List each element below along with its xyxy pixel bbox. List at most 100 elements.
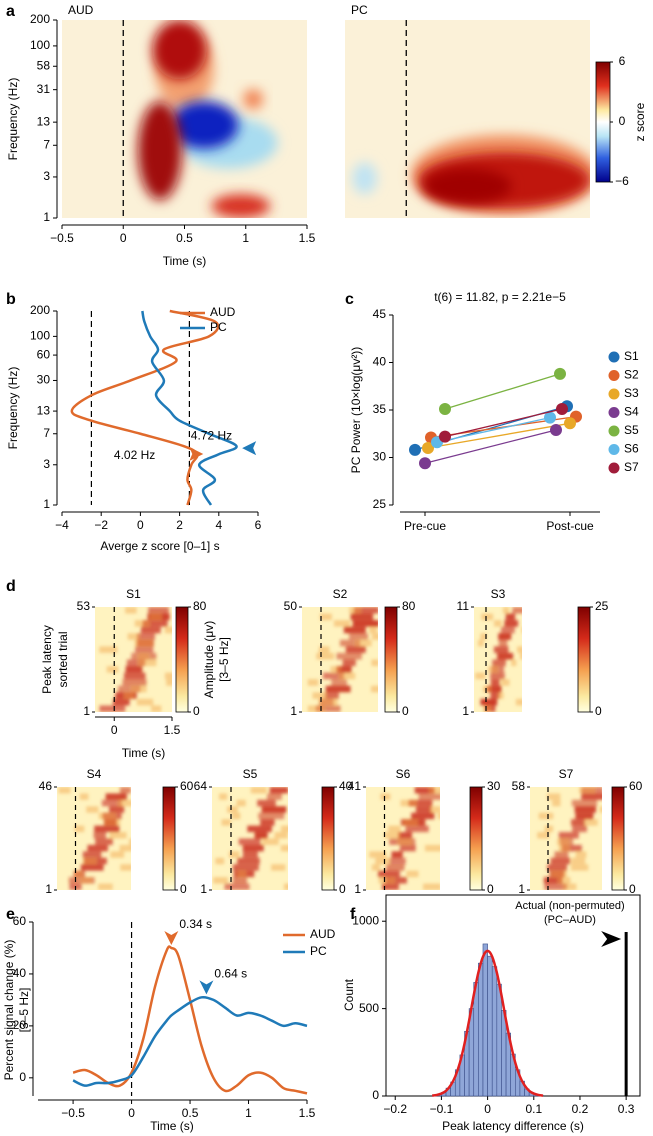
raster-row: [400, 799, 418, 807]
raster-row: [238, 838, 261, 845]
raster-row: [415, 806, 432, 813]
raster-row: [213, 877, 228, 884]
panel-title: S7: [559, 767, 574, 781]
x-tick-label: −4: [55, 518, 69, 532]
colorbar-tick-label: 0: [487, 882, 494, 896]
y-tick-label: 20: [13, 1018, 27, 1032]
raster-row: [478, 639, 484, 647]
raster-row: [475, 672, 486, 680]
colorbar-tick-label: 0: [339, 882, 346, 896]
raster-row: [257, 799, 276, 807]
raster-row: [355, 639, 372, 647]
heatmap-blob: [152, 20, 207, 80]
legend-label: S6: [624, 442, 639, 456]
x-axis-label: Averge z score [0–1] s: [100, 539, 219, 553]
raster-row: [58, 787, 71, 794]
legend-label: AUD: [310, 927, 336, 941]
raster-row: [123, 692, 135, 699]
raster-row: [371, 864, 380, 871]
y-tick-label: 1: [290, 704, 297, 718]
raster-row: [487, 666, 498, 673]
raster-row: [120, 864, 131, 871]
raster-row: [370, 685, 378, 693]
raster-row: [349, 633, 369, 640]
panel-title: S6: [396, 767, 411, 781]
raster-row: [318, 646, 330, 653]
y-axis-label: Percent signal change (%): [2, 940, 16, 1081]
x-tick-label: −0.5: [50, 231, 74, 245]
raster-row: [380, 793, 391, 800]
y-axis-label: Peak latency: [40, 625, 54, 694]
legend-swatch: [608, 370, 620, 381]
raster-row: [498, 639, 508, 647]
raster-row: [247, 825, 272, 833]
raster-row: [385, 877, 407, 884]
raster-row: [558, 832, 579, 839]
raster-row: [109, 832, 127, 839]
y-axis-label: Count: [342, 978, 356, 1011]
raster-row: [575, 851, 587, 858]
raster-row: [571, 799, 598, 807]
raster-row: [339, 672, 356, 680]
raster-row: [557, 838, 570, 845]
raster-row: [236, 799, 246, 807]
point: [409, 443, 421, 456]
raster-row: [389, 857, 406, 865]
colorbar-tick-label: 80: [193, 599, 207, 613]
raster-row: [126, 659, 146, 667]
raster-row: [134, 620, 150, 627]
raster-row: [262, 838, 279, 845]
raster-image: [475, 607, 522, 712]
x-tick-label: −0.5: [61, 1106, 85, 1120]
raster-row: [219, 793, 228, 800]
x-tick-label: 0.5: [176, 231, 193, 245]
raster-row: [561, 844, 582, 852]
x-tick-label: 1.5: [299, 231, 316, 245]
y-tick-label: 30: [37, 373, 51, 387]
raster-row: [391, 851, 403, 858]
x-tick-label: Pre-cue: [404, 519, 446, 533]
x-tick-label: −0.1: [430, 1102, 454, 1116]
y-tick-label: 64: [194, 779, 208, 793]
y-axis-label: Frequency (Hz): [6, 78, 20, 161]
legend-swatch: [608, 407, 620, 418]
y-axis-label: [3–5 Hz]: [17, 988, 31, 1033]
raster-row: [260, 819, 275, 826]
raster-row: [386, 864, 405, 871]
point: [556, 403, 568, 416]
raster-row: [574, 806, 597, 813]
raster-row: [369, 851, 387, 858]
raster-row: [378, 877, 395, 884]
raster-row: [94, 825, 120, 833]
raster-row: [140, 626, 161, 634]
y-tick-label: 1: [83, 704, 90, 718]
raster-row: [319, 613, 332, 621]
raster-row: [584, 819, 598, 826]
raster-row: [318, 698, 338, 706]
point: [544, 411, 556, 424]
raster-row: [481, 613, 494, 621]
raster-row: [429, 806, 440, 813]
colorbar-label: Amplitude (μv): [202, 621, 216, 699]
raster-row: [418, 793, 440, 800]
raster-row: [267, 793, 282, 800]
colorbar-tick-label: 40: [339, 779, 353, 793]
raster-row: [119, 844, 131, 852]
raster-row: [572, 825, 587, 833]
panel-title: S2: [333, 587, 348, 601]
raster-row: [512, 607, 522, 614]
y-tick-label: 60: [13, 914, 27, 928]
y-tick-label: 1: [43, 210, 50, 224]
raster-row: [575, 812, 594, 820]
raster-row: [511, 659, 517, 667]
colorbar: [595, 61, 611, 183]
raster-row: [408, 799, 433, 807]
y-tick-label: 58: [512, 779, 526, 793]
raster-row: [307, 679, 319, 686]
raster-row: [424, 844, 440, 852]
colorbar: [577, 606, 591, 713]
colorbar-tick-label: 0: [629, 882, 636, 896]
x-axis-label: Time (s): [122, 746, 166, 760]
panel-title: PC: [351, 3, 368, 17]
heatmap-blob: [243, 89, 263, 110]
